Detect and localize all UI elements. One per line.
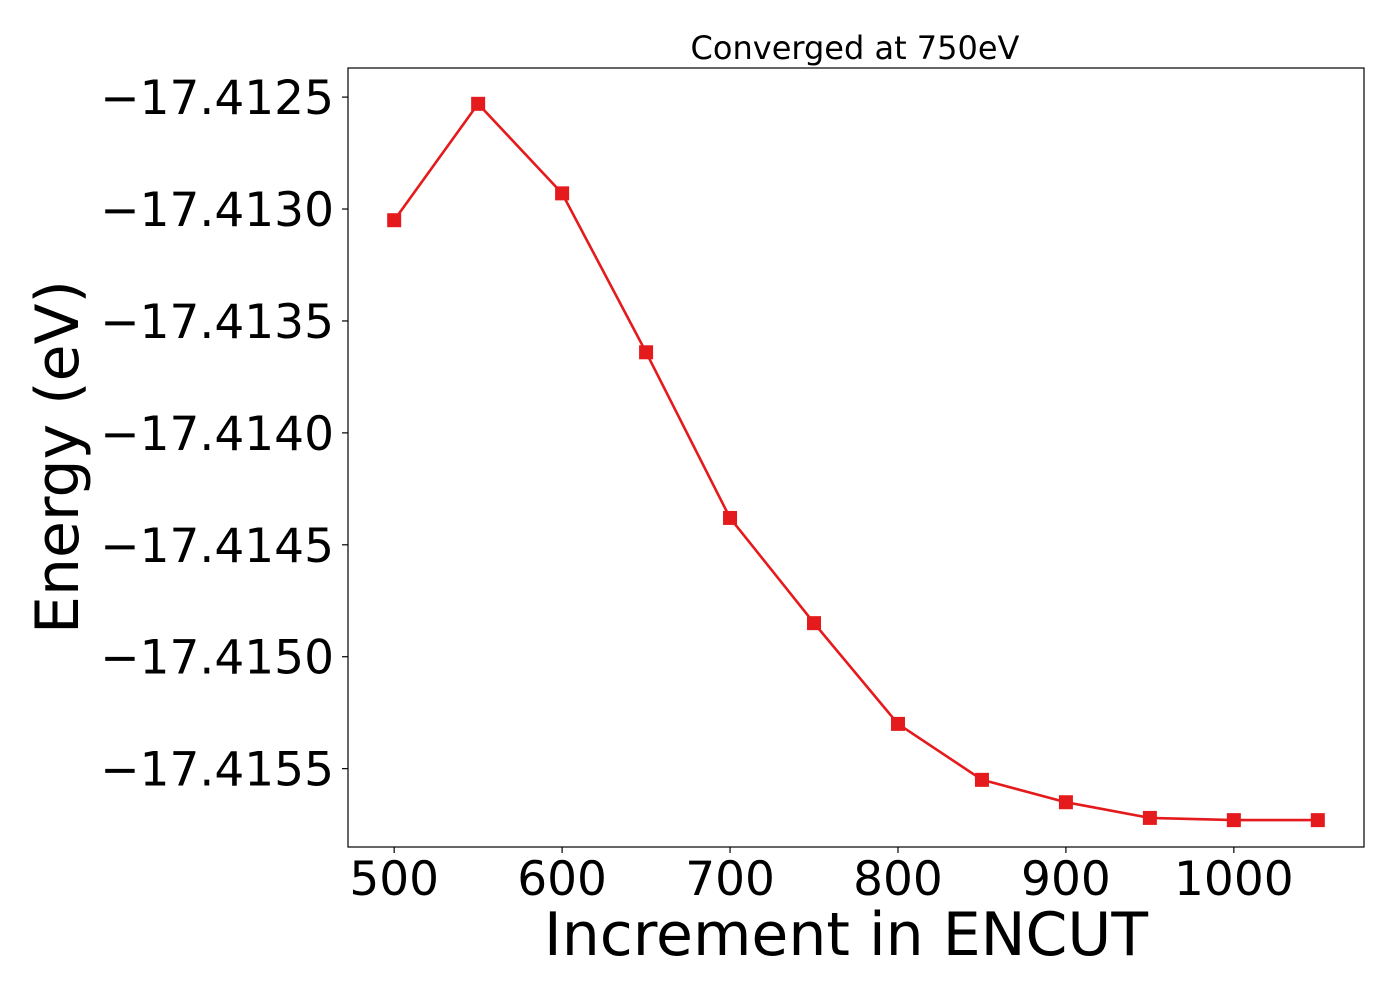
y-tick-label: −17.4125 [100,71,334,126]
x-tick-label: 500 [349,852,439,907]
data-point-marker [1226,813,1241,828]
data-point-marker [1142,810,1157,825]
data-point-marker [471,96,486,111]
y-tick-label: −17.4150 [100,631,334,686]
data-point-marker [639,345,654,360]
plot-frame [347,67,1365,848]
x-tick-label: 900 [1021,852,1111,907]
data-point-marker [1058,795,1073,810]
data-point-marker [807,616,822,631]
data-point-marker [387,213,402,228]
y-tick-label: −17.4155 [100,743,334,798]
y-tick-label: −17.4130 [100,183,334,238]
y-tick-label: −17.4140 [100,407,334,462]
y-axis-title: Energy (eV) [23,280,93,634]
data-point-marker [890,716,905,731]
plot-area: 500 600 700 800 900 1000 −17.4125 −17.4130 −17.4… [100,67,1365,907]
y-tick-label: −17.4145 [100,519,334,574]
y-tick-label: −17.4135 [100,295,334,350]
series-line [393,102,1318,822]
x-tick-label: 1000 [1174,852,1294,907]
data-point-marker [723,510,738,525]
data-point-marker [974,772,989,787]
x-tick-label: 700 [685,852,775,907]
chart-title: Converged at 750eV [691,29,1020,67]
data-point-marker [1310,813,1325,828]
data-point-marker [555,186,570,201]
x-tick-label: 800 [853,852,943,907]
x-tick-label: 600 [517,852,607,907]
x-axis-title: Increment in ENCUT [544,900,1148,970]
